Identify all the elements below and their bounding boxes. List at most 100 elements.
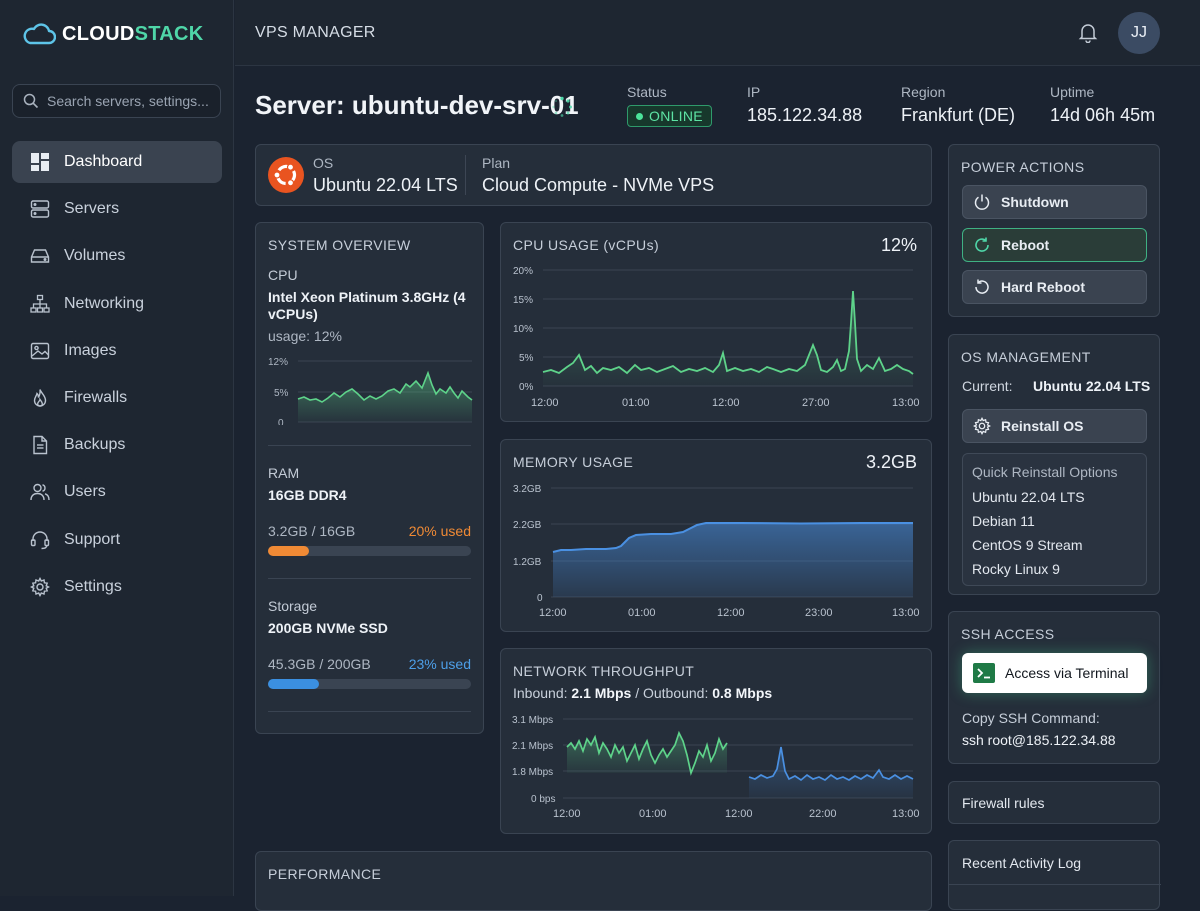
axis-tick: 13:00	[892, 397, 920, 409]
network-throughput-card: NETWORK THROUGHPUT Inbound: 2.1 Mbps / O…	[500, 648, 932, 834]
hard-reboot-button[interactable]: Hard Reboot	[962, 270, 1147, 304]
axis-tick: 13:00	[892, 808, 920, 820]
document-icon	[33, 435, 48, 455]
card-title: NETWORK THROUGHPUT	[513, 663, 695, 679]
cpu-usage-chart: 20% 15% 10% 5% 0% 12:00 01:00 12:00 27:0…	[513, 266, 920, 409]
ssh-command-label: Copy SSH Command:	[962, 710, 1100, 726]
network-summary: Inbound: 2.1 Mbps / Outbound: 0.8 Mbps	[513, 685, 772, 701]
cpu-label: CPU	[268, 267, 298, 283]
storage-label: Storage	[268, 598, 318, 614]
cloud-icon	[23, 23, 56, 45]
bell-icon[interactable]	[1077, 21, 1099, 43]
quick-reinstall-option[interactable]: CentOS 9 Stream	[972, 537, 1083, 553]
sidebar-item-networking[interactable]: Networking	[12, 283, 222, 325]
search-input[interactable]	[47, 93, 217, 109]
sidebar-item-settings[interactable]: Settings	[12, 566, 222, 608]
axis-tick: 12:00	[531, 397, 559, 409]
quick-reinstall-option[interactable]: Debian 11	[972, 513, 1035, 529]
os-label: OS	[313, 155, 334, 171]
status-label: Status	[627, 84, 667, 100]
cpu-current-value: 12%	[880, 235, 917, 255]
sidebar-item-backups[interactable]: Backups	[12, 424, 222, 466]
ssh-command[interactable]: ssh root@185.122.34.88	[962, 732, 1116, 748]
plan-label: Plan	[482, 155, 511, 171]
avatar[interactable]: JJ	[1118, 12, 1160, 54]
access-terminal-button[interactable]: Access via Terminal	[962, 653, 1147, 693]
axis-tick: 12:00	[539, 607, 567, 619]
search-box[interactable]	[12, 84, 221, 118]
sidebar-item-dashboard[interactable]: Dashboard	[12, 141, 222, 183]
quick-reinstall-option[interactable]: Ubuntu 22.04 LTS	[972, 489, 1085, 505]
separator: /	[635, 685, 640, 701]
button-label: Hard Reboot	[1001, 279, 1085, 295]
refresh-icon	[975, 237, 989, 252]
firewall-rules-link[interactable]: Firewall rules	[948, 781, 1160, 824]
ram-pct-text: 20% used	[408, 523, 471, 539]
divider	[949, 884, 1161, 885]
reboot-button[interactable]: Reboot	[962, 228, 1147, 262]
axis-tick: 5%	[274, 388, 289, 399]
card-title: PERFORMANCE	[268, 866, 382, 882]
quick-reinstall-title: Quick Reinstall Options	[972, 464, 1118, 480]
axis-tick: 13:00	[892, 607, 920, 619]
card-title: MEMORY USAGE	[513, 454, 634, 470]
status-value: ONLINE	[649, 108, 703, 124]
ram-spec: 16GB DDR4	[268, 487, 347, 503]
axis-tick: 22:00	[809, 808, 837, 820]
recent-activity-card[interactable]: Recent Activity Log	[948, 840, 1161, 910]
sidebar: CLOUDSTACK Dashboard Servers Volumes Net…	[0, 0, 234, 896]
power-icon	[974, 194, 990, 210]
axis-tick: 5%	[519, 353, 534, 364]
button-label: Shutdown	[1001, 194, 1069, 210]
shutdown-button[interactable]: Shutdown	[962, 185, 1147, 219]
status-stat: Status ONLINE	[627, 84, 712, 127]
dashboard-icon	[31, 153, 49, 171]
users-icon	[30, 484, 50, 501]
storage-progress-fill	[268, 679, 319, 689]
axis-tick: 12:00	[725, 808, 753, 820]
axis-tick: 01:00	[639, 808, 667, 820]
sidebar-item-users[interactable]: Users	[12, 471, 222, 513]
axis-tick: 2.1 Mbps	[512, 741, 553, 752]
status-badge: ONLINE	[627, 105, 712, 127]
card-title: OS MANAGEMENT	[961, 349, 1091, 365]
ram-progress-bar	[268, 546, 471, 556]
sidebar-item-volumes[interactable]: Volumes	[12, 235, 222, 277]
divider	[465, 155, 466, 195]
reinstall-os-button[interactable]: Reinstall OS	[962, 409, 1147, 443]
region-stat: Region Frankfurt (DE)	[901, 84, 1015, 126]
card-title: POWER ACTIONS	[961, 159, 1085, 175]
card-title: SYSTEM OVERVIEW	[268, 237, 411, 253]
network-throughput-chart: 3.1 Mbps 2.1 Mbps 1.8 Mbps 0 bps 12:00 0…	[512, 715, 920, 820]
sidebar-item-label: Volumes	[64, 247, 126, 265]
os-plan-card: OS Ubuntu 22.04 LTS Plan Cloud Compute -…	[255, 144, 932, 206]
sidebar-item-label: Images	[64, 341, 117, 359]
sidebar-item-support[interactable]: Support	[12, 519, 222, 561]
terminal-icon	[973, 663, 995, 683]
sidebar-item-servers[interactable]: Servers	[12, 188, 222, 230]
cpu-usage-text: usage: 12%	[268, 328, 342, 344]
uptime-stat: Uptime 14d 06h 45m	[1050, 84, 1155, 126]
brand-logo[interactable]: CLOUDSTACK	[22, 20, 204, 48]
inbound-value: 2.1 Mbps	[571, 685, 632, 701]
headset-icon	[30, 530, 50, 549]
axis-tick: 0	[537, 593, 543, 604]
ip-stat: IP 185.122.34.88	[747, 84, 862, 126]
outbound-value: 0.8 Mbps	[712, 685, 773, 701]
axis-tick: 1.2GB	[513, 557, 542, 568]
online-dot-icon	[636, 112, 643, 120]
sidebar-item-label: Backups	[64, 436, 126, 454]
quick-reinstall-option[interactable]: Rocky Linux 9	[972, 561, 1060, 577]
region-value: Frankfurt (DE)	[901, 105, 1016, 125]
ram-progress-fill	[268, 546, 309, 556]
topbar-title: VPS MANAGER	[255, 24, 376, 41]
memory-current-value: 3.2GB	[865, 452, 917, 472]
sidebar-item-images[interactable]: Images	[12, 330, 222, 372]
axis-tick: 27:00	[802, 397, 830, 409]
sidebar-item-firewalls[interactable]: Firewalls	[12, 377, 222, 419]
recent-activity-label: Recent Activity Log	[962, 855, 1082, 871]
axis-tick: 01:00	[628, 607, 656, 619]
axis-tick: 23:00	[805, 607, 833, 619]
axis-tick: 12:00	[717, 607, 745, 619]
memory-usage-card: MEMORY USAGE 3.2GB 3.2GB 2.2GB 1.2GB 0 1…	[500, 439, 932, 632]
